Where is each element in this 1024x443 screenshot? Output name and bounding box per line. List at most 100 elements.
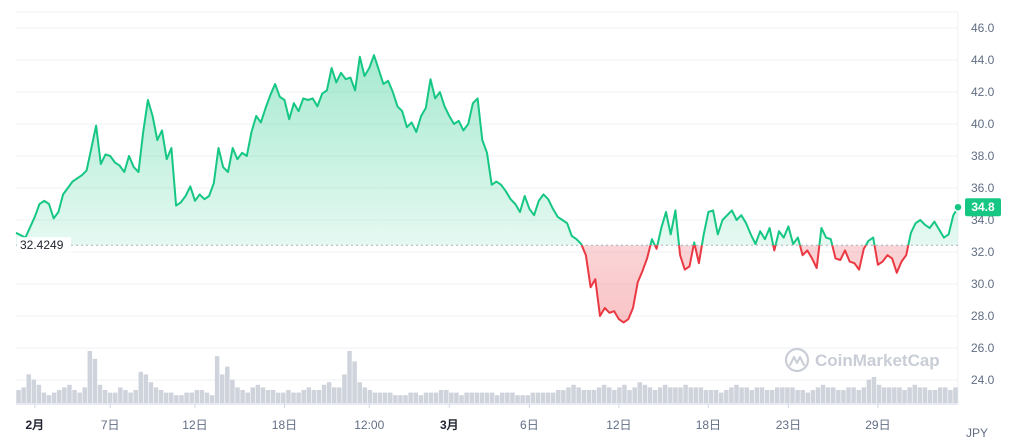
volume-bar: [810, 390, 816, 403]
volume-bar: [250, 387, 256, 403]
volume-bar: [316, 390, 322, 403]
y-tick-label: 30.0: [971, 277, 995, 291]
volume-bar: [627, 390, 632, 403]
volume-bar: [438, 390, 444, 403]
volume-bar: [739, 387, 744, 403]
volume-bar: [927, 390, 933, 403]
volume-bar: [713, 390, 719, 403]
y-tick-label: 34.0: [971, 213, 995, 227]
volume-bar: [902, 390, 907, 403]
volume-bar: [189, 392, 194, 403]
volume-bar: [662, 384, 668, 403]
x-tick-label: 12日: [182, 418, 207, 432]
x-tick-label: 23日: [776, 418, 801, 432]
volume-bar: [102, 390, 108, 403]
volume-bar: [484, 392, 490, 403]
volume-bar: [270, 390, 276, 403]
coinmarketcap-logo-icon: [784, 347, 810, 373]
current-price-dot[interactable]: [953, 202, 963, 212]
volume-bar: [780, 387, 785, 403]
volume-bar: [581, 390, 586, 403]
volume-bar: [67, 384, 72, 403]
volume-bar: [530, 392, 536, 403]
volume-bar: [337, 387, 342, 403]
volume-bar: [474, 392, 480, 403]
volume-bar: [148, 382, 154, 403]
volume-bar: [87, 351, 93, 403]
volume-bar: [174, 395, 179, 403]
y-tick-label: 38.0: [971, 149, 995, 163]
volume-bar: [744, 387, 749, 403]
volume-bar: [62, 387, 67, 403]
volume-bar: [331, 387, 337, 403]
volume-bar: [444, 390, 449, 403]
volume-bar: [235, 387, 240, 403]
volume-bar: [418, 395, 424, 403]
volume-bar: [46, 395, 52, 403]
volume-bar: [729, 387, 734, 403]
volume-bar: [184, 392, 189, 403]
volume-bar: [347, 351, 352, 403]
volume-bar: [219, 374, 225, 403]
volume-bar: [454, 392, 459, 403]
x-tick-label: 6日: [520, 418, 539, 432]
gridlines: [16, 11, 959, 405]
volume-bar: [510, 392, 515, 403]
y-tick-label: 40.0: [971, 117, 995, 131]
volume-bar: [759, 387, 765, 403]
volume-bar: [540, 392, 546, 403]
volume-bar: [118, 387, 123, 403]
volume-bar: [377, 392, 383, 403]
volume-bar: [398, 395, 403, 403]
volume-bar: [606, 387, 612, 403]
volume-bar: [937, 387, 943, 403]
volume-bar: [612, 390, 617, 403]
volume-bar: [571, 384, 576, 403]
volume-bar: [601, 384, 607, 403]
volume-bar: [866, 379, 872, 403]
volume-bar: [820, 384, 826, 403]
volume-bar: [647, 387, 653, 403]
volume-bar: [754, 387, 760, 403]
volume-bar: [678, 387, 683, 403]
volume-bar: [764, 390, 770, 403]
volume-bar: [265, 390, 271, 403]
volume-bar: [943, 387, 948, 403]
volume-bar: [21, 387, 26, 403]
volume-bar: [255, 384, 261, 403]
reference-label: 32.4249: [17, 237, 71, 253]
volume-bar: [535, 392, 541, 403]
volume-bar: [138, 371, 143, 403]
volume-bar: [489, 392, 495, 403]
volume-bar: [275, 392, 281, 403]
volume-bar: [673, 387, 678, 403]
volume-bar: [556, 390, 561, 403]
volume-bar: [912, 384, 917, 403]
volume-bar: [423, 392, 429, 403]
volume-bar: [841, 390, 846, 403]
volume-bar: [31, 379, 37, 403]
volume-bar: [724, 390, 729, 403]
volume-bar: [892, 387, 897, 403]
volume-bar: [897, 387, 902, 403]
volume-bar: [291, 392, 296, 403]
price-line-down: [580, 245, 910, 324]
volume-bar: [77, 392, 82, 403]
y-tick-label: 42.0: [971, 85, 995, 99]
volume-bar: [591, 390, 597, 403]
volume-bar: [718, 392, 724, 403]
volume-bar: [785, 387, 790, 403]
currency-unit-label: JPY: [966, 426, 988, 440]
volume-bar: [871, 377, 877, 403]
volume-bar: [494, 395, 500, 403]
volume-bar: [545, 392, 551, 403]
volume-bar: [846, 387, 851, 403]
reference-value-label: 32.4249: [20, 238, 64, 252]
volume-bar: [51, 392, 57, 403]
volume-bar: [388, 392, 393, 403]
volume-bar: [306, 387, 312, 403]
volume-bar: [734, 384, 739, 403]
volume-bar: [825, 387, 831, 403]
volume-bar: [953, 387, 958, 403]
